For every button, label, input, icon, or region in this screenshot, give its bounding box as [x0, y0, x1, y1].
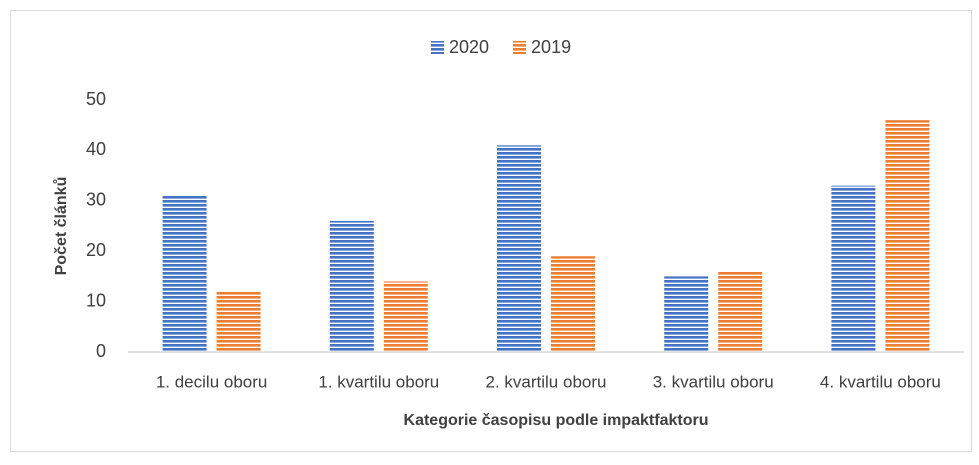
y-tick-label: 50	[86, 89, 106, 109]
legend-swatch	[431, 41, 444, 54]
y-tick-label: 10	[86, 290, 106, 310]
bar	[216, 291, 261, 352]
bar	[497, 145, 541, 352]
y-tick-label: 0	[96, 341, 106, 361]
y-tick-label: 20	[86, 240, 106, 260]
bar	[383, 281, 428, 352]
bar	[551, 256, 595, 352]
bar	[162, 195, 207, 352]
bar	[329, 220, 374, 352]
y-tick-label: 30	[86, 190, 106, 210]
bar	[664, 276, 709, 352]
bar	[831, 185, 876, 352]
x-tick-label: 3. kvartilu oboru	[653, 372, 774, 391]
y-tick-label: 40	[86, 139, 106, 159]
legend-label: 2020	[449, 37, 489, 57]
legend-label: 2019	[531, 37, 571, 57]
legend-swatch	[513, 41, 527, 54]
bar	[718, 271, 763, 352]
bar	[885, 120, 930, 352]
x-tick-label: 2. kvartilu oboru	[486, 372, 607, 391]
x-axis-title: Kategorie časopisu podle impaktfaktoru	[404, 412, 709, 429]
y-axis-title: Počet článků	[53, 177, 70, 276]
x-tick-label: 1. decilu oboru	[156, 372, 268, 391]
x-tick-label: 4. kvartilu oboru	[820, 372, 941, 391]
x-tick-label: 1. kvartilu oboru	[318, 372, 439, 391]
